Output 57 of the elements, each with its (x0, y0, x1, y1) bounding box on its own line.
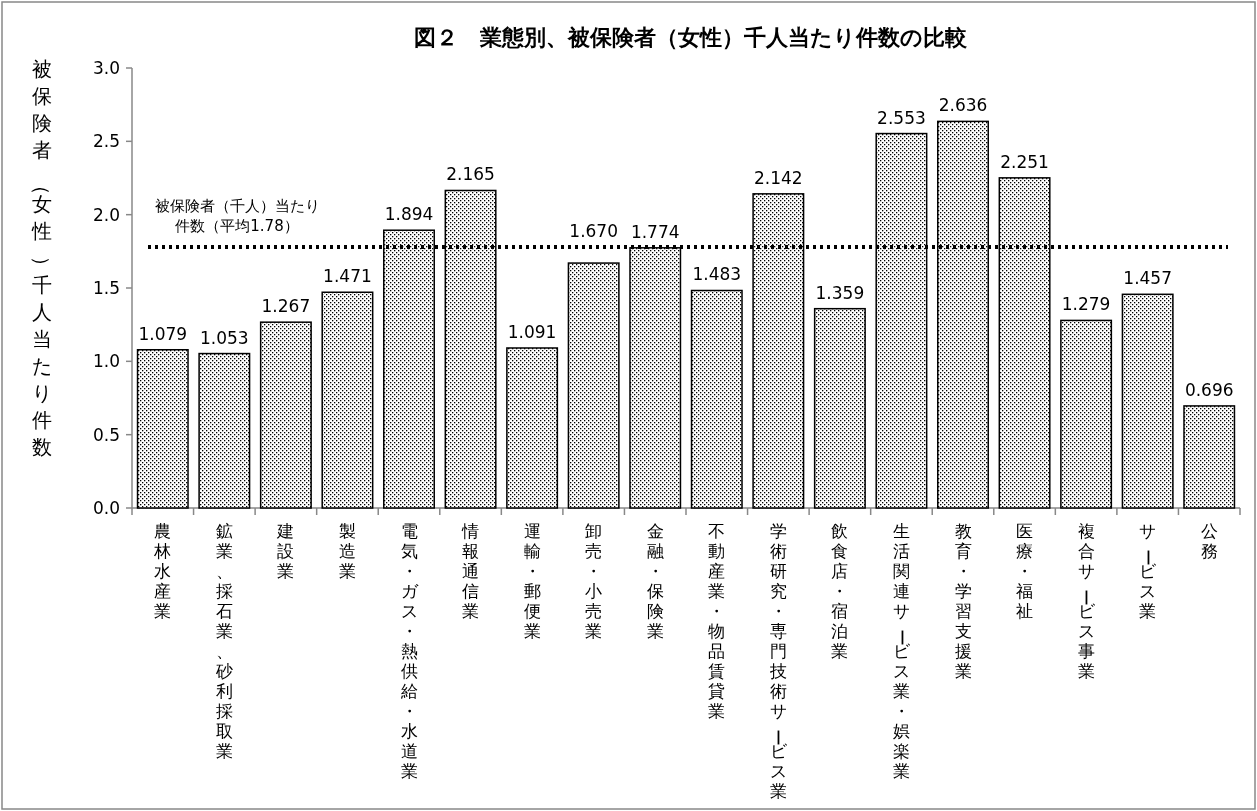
x-tick-label: 製造業 (338, 521, 356, 581)
y-tick-label: 1.0 (92, 351, 120, 372)
data-label: 2.636 (938, 95, 988, 116)
data-label: 2.142 (754, 167, 803, 188)
category-label: 不動産業・物品賃貸業 (708, 521, 726, 721)
x-tick-label: 運輸・郵便業 (523, 521, 541, 641)
y-tick-label: 1.5 (92, 278, 120, 298)
category-label: 生活関連サービス業・娯楽業 (891, 521, 912, 781)
data-label: 1.670 (569, 220, 618, 241)
data-label: 1.279 (1061, 294, 1111, 315)
bar (813, 307, 866, 509)
x-tick-label: 飲食店・宿泊業 (831, 521, 849, 661)
bar (321, 291, 374, 509)
y-tick-label: 0.5 (92, 424, 120, 445)
data-label: 1.483 (692, 264, 742, 285)
bar (690, 289, 743, 509)
data-label: 1.894 (384, 204, 434, 225)
data-label: 2.251 (1000, 151, 1049, 172)
x-tick-label: 農林水産業 (153, 521, 172, 621)
bar (198, 352, 251, 509)
y-tick-label: 2.0 (92, 204, 120, 225)
data-label: 1.091 (507, 321, 557, 342)
bar (1183, 405, 1236, 509)
x-tick-label: 建設業 (276, 521, 295, 581)
category-label: 学術研究・専門技術サービス業 (768, 521, 789, 801)
x-tick-label: 情報通信業 (461, 521, 480, 621)
bar (506, 347, 559, 509)
bar (1060, 319, 1113, 509)
y-tick-label: 2.5 (92, 131, 120, 152)
data-label: 0.696 (1184, 379, 1234, 400)
data-label: 2.165 (446, 164, 495, 185)
bar (567, 262, 620, 509)
text: 被保険者（女性）千人当たり件数 (30, 57, 54, 459)
bar (136, 349, 189, 509)
x-tick-label: 卸売・小売業 (585, 521, 603, 641)
chart-title: 図２ 業態別、被保険者（女性）千人当たり件数の比較 (413, 25, 968, 50)
x-tick-label: 医療・福祉 (1016, 521, 1034, 621)
data-label: 1.359 (815, 282, 865, 303)
data-label: 1.774 (630, 221, 680, 242)
x-tick-label: 複合サービス事業 (1076, 521, 1097, 681)
ref-line-label: 被保険者（千人）当たり件数（平均1.78） (154, 196, 320, 235)
category-label: 鉱業、採石業、砂利採取業 (215, 521, 233, 761)
y-tick-label: 0.0 (92, 498, 120, 518)
category-label: 電気・ガス・熱供給・水道業 (400, 521, 418, 781)
y-tick-label: 3.0 (92, 58, 120, 78)
x-tick-label: 教育・学習支援業 (954, 521, 972, 681)
data-label: 2.553 (877, 107, 926, 128)
data-label: 1.457 (1123, 268, 1172, 289)
bar (259, 321, 312, 509)
bar (1121, 293, 1174, 509)
data-label: 1.079 (138, 323, 188, 344)
x-tick-label: 金融・保険業 (646, 521, 664, 641)
data-label: 1.471 (323, 266, 372, 287)
data-label: 1.053 (200, 327, 249, 348)
data-label: 1.267 (261, 296, 311, 317)
x-tick-label: 公務 (1200, 521, 1218, 561)
x-tick-label: サービス業 (1137, 521, 1158, 621)
